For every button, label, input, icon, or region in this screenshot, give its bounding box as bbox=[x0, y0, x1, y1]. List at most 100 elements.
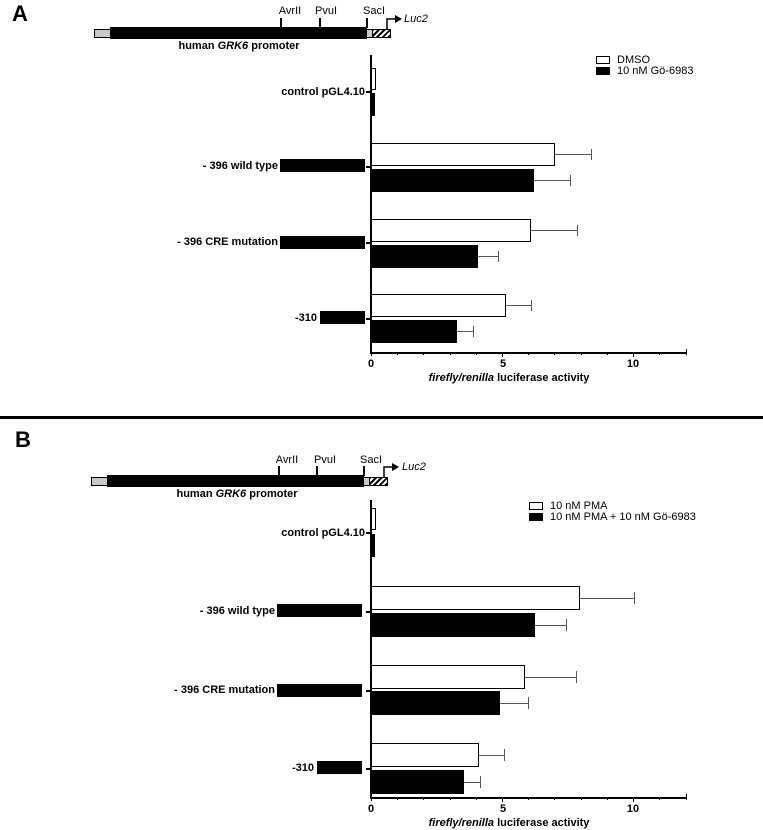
construct-block bbox=[280, 159, 365, 172]
error-cap bbox=[528, 697, 529, 709]
x-tick-label-5: 5 bbox=[499, 358, 507, 370]
construct-block bbox=[317, 761, 362, 774]
bar-pma-go6983 bbox=[371, 691, 500, 715]
x-tick bbox=[686, 794, 687, 800]
bar-dmso bbox=[371, 219, 531, 242]
legend-swatch-white bbox=[529, 502, 543, 510]
legend-swatch-black bbox=[596, 67, 610, 75]
panel-letter-b: B bbox=[15, 427, 31, 452]
x-tick bbox=[397, 797, 398, 800]
row-label: - 396 wild type bbox=[199, 605, 275, 617]
construct-block bbox=[277, 684, 362, 697]
saci-site-tick bbox=[366, 18, 368, 28]
bar-pma bbox=[371, 665, 525, 689]
y-tick bbox=[366, 532, 371, 534]
x-tick bbox=[607, 352, 608, 355]
error-bar bbox=[479, 755, 504, 756]
saci-site-label: SacI bbox=[359, 454, 383, 466]
legend-label-pma: 10 nM PMA bbox=[550, 500, 608, 512]
x-tick bbox=[659, 352, 660, 355]
x-tick bbox=[633, 352, 634, 357]
x-tick bbox=[450, 797, 451, 800]
error-bar bbox=[525, 677, 576, 678]
legend-swatch-white bbox=[596, 56, 610, 64]
bar-pma bbox=[371, 508, 376, 530]
y-axis-a bbox=[370, 55, 372, 354]
avrii-site-label: AvrII bbox=[275, 454, 299, 466]
x-axis-title-b: firefly/renilla luciferase activity bbox=[428, 817, 590, 829]
x-tick bbox=[476, 352, 477, 355]
bar-dmso bbox=[371, 143, 555, 166]
y-tick bbox=[366, 611, 371, 613]
row-label: -310 bbox=[294, 312, 317, 324]
bar-go6983 bbox=[371, 93, 375, 116]
pvui-site-label: PvuI bbox=[313, 454, 337, 466]
row-label: control pGL4.10 bbox=[281, 86, 365, 98]
error-cap bbox=[634, 592, 635, 604]
x-tick-label-10: 10 bbox=[626, 803, 640, 815]
bar-pma bbox=[371, 743, 479, 767]
x-tick bbox=[502, 797, 503, 802]
bar-go6983 bbox=[371, 245, 478, 268]
luc2-hatched-box bbox=[369, 477, 388, 486]
y-tick bbox=[366, 91, 371, 93]
error-bar bbox=[531, 230, 577, 231]
x-tick bbox=[659, 797, 660, 800]
luc2-label: Luc2 bbox=[404, 13, 428, 25]
error-cap bbox=[498, 251, 499, 262]
bar-pma-go6983 bbox=[371, 534, 375, 557]
promoter-bar bbox=[110, 27, 367, 39]
x-tick bbox=[528, 352, 529, 355]
x-tick bbox=[371, 349, 372, 356]
construct-block bbox=[320, 311, 365, 324]
legend-label-pma-go6983: 10 nM PMA + 10 nM Gö-6983 bbox=[550, 511, 696, 523]
y-tick bbox=[366, 166, 371, 168]
avrii-site-label: AvrII bbox=[278, 5, 302, 17]
x-tick bbox=[607, 797, 608, 800]
construct-block bbox=[280, 236, 365, 249]
bar-pma-go6983 bbox=[371, 770, 464, 794]
error-bar bbox=[478, 256, 498, 257]
error-cap bbox=[570, 175, 571, 186]
row-label: - 396 wild type bbox=[202, 160, 278, 172]
x-tick bbox=[633, 797, 634, 802]
transcription-start-arrow-icon bbox=[383, 463, 399, 477]
saci-site-label: SacI bbox=[362, 5, 386, 17]
x-tick-label-0: 0 bbox=[367, 803, 375, 815]
error-bar bbox=[457, 331, 473, 332]
error-bar bbox=[534, 180, 570, 181]
error-bar bbox=[580, 598, 634, 599]
error-cap bbox=[577, 225, 578, 236]
vector-segment bbox=[91, 477, 108, 486]
error-cap bbox=[566, 619, 567, 631]
pvui-site-label: PvuI bbox=[314, 5, 338, 17]
x-tick bbox=[686, 349, 687, 355]
transcription-start-arrow-icon bbox=[386, 15, 402, 29]
y-axis-b bbox=[370, 500, 372, 799]
pvui-site-tick bbox=[319, 18, 321, 28]
promoter-bar bbox=[107, 475, 364, 487]
error-bar bbox=[506, 305, 531, 306]
bar-dmso bbox=[371, 68, 376, 90]
x-tick bbox=[397, 352, 398, 355]
bar-dmso bbox=[371, 294, 506, 317]
legend-swatch-black bbox=[529, 513, 543, 521]
error-cap bbox=[480, 776, 481, 788]
x-tick-label-5: 5 bbox=[499, 803, 507, 815]
panel-letter-a: A bbox=[12, 1, 28, 26]
x-tick bbox=[423, 797, 424, 800]
bar-pma bbox=[371, 586, 580, 610]
error-bar bbox=[500, 703, 528, 704]
x-tick bbox=[581, 352, 582, 355]
vector-segment bbox=[94, 29, 111, 38]
y-tick bbox=[366, 768, 371, 770]
x-tick bbox=[502, 352, 503, 357]
x-tick-label-0: 0 bbox=[367, 358, 375, 370]
error-bar bbox=[464, 782, 480, 783]
y-tick bbox=[366, 318, 371, 320]
pvui-site-tick bbox=[316, 466, 318, 476]
promoter-label: human GRK6 promoter bbox=[176, 488, 298, 500]
luc2-hatched-box bbox=[372, 29, 391, 38]
error-bar bbox=[535, 625, 566, 626]
x-tick bbox=[554, 797, 555, 800]
